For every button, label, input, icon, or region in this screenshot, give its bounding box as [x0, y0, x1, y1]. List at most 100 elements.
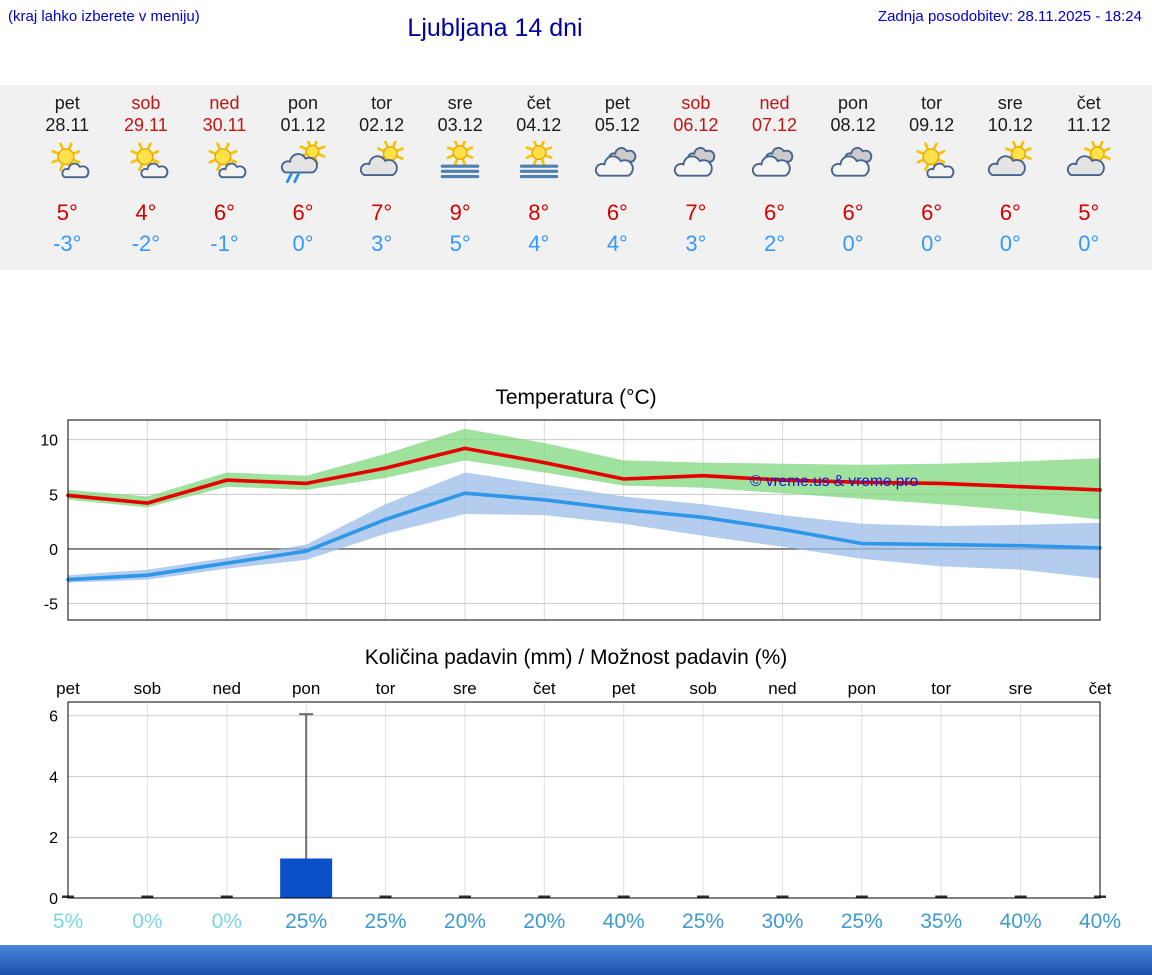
precip-probability: 25% — [682, 910, 724, 933]
precip-day-label: pon — [292, 679, 320, 698]
day-low-temp: 0° — [999, 231, 1021, 256]
last-update-text: Zadnja posodobitev: 28.11.2025 - 18:24 — [877, 8, 1142, 25]
precip-day-label: sre — [453, 679, 477, 698]
forecast-day-column: sob 29.11 4° -2° — [107, 85, 186, 270]
day-low-temp: 0° — [842, 231, 864, 256]
temp-y-tick: 5 — [49, 487, 58, 504]
day-date: 30.11 — [202, 115, 247, 135]
weather-icon-sun-small-cloud — [185, 141, 264, 193]
day-name: pon — [838, 93, 869, 113]
day-date: 05.12 — [594, 115, 640, 135]
precip-probability: 25% — [841, 910, 883, 933]
precip-day-label: tor — [376, 679, 396, 698]
day-high-temp: 8° — [528, 200, 550, 225]
precip-day-label: pet — [612, 679, 636, 698]
day-low-temp: 4° — [528, 231, 550, 256]
forecast-day-column: ned 30.11 6° -1° — [185, 85, 264, 270]
forecast-day-column: tor 02.12 7° 3° — [342, 85, 421, 270]
day-name: ned — [209, 93, 240, 113]
weather-icon-sun-cloud — [971, 140, 1050, 193]
day-name: čet — [1076, 93, 1101, 113]
day-high-temp: 4° — [135, 200, 157, 225]
weather-icon-cloudy — [735, 141, 814, 193]
day-high-temp: 6° — [292, 200, 314, 225]
day-high-temp: 6° — [763, 200, 786, 225]
temp-y-tick: -5 — [44, 597, 58, 614]
day-high-temp: 9° — [449, 200, 471, 225]
day-name: pon — [288, 93, 319, 113]
day-name: tor — [371, 93, 393, 113]
day-date: 04.12 — [516, 115, 562, 135]
precip-day-label: čet — [533, 679, 556, 698]
precipitation-chart-title: Količina padavin (mm) / Možnost padavin … — [364, 646, 788, 669]
day-date: 29.11 — [124, 115, 168, 135]
day-high-temp: 6° — [606, 200, 628, 225]
precip-probability: 40% — [1079, 910, 1121, 933]
temperature-chart: -5 0 5 10 © vreme.us & vreme.pro — [40, 419, 1102, 621]
day-high-temp: 5° — [1078, 200, 1100, 225]
temperature-chart-title: Temperatura (°C) — [495, 386, 657, 409]
forecast-strip-columns: pet 28.11 5° -3° sob 29.11 4° -2° ned 30… — [0, 85, 1152, 270]
day-low-temp: 0° — [1078, 231, 1100, 256]
forecast-day-column: sre 03.12 9° 5° — [421, 85, 500, 270]
day-low-temp: 5° — [449, 231, 471, 256]
weather-icon-cloudy — [814, 141, 893, 193]
day-date: 28.11 — [45, 115, 90, 135]
precip-probability: 25% — [285, 910, 327, 933]
line-max-temperature — [66, 446, 1102, 505]
precip-day-label: pon — [848, 679, 876, 698]
day-high-temp: 6° — [921, 200, 943, 225]
forecast-day-column: tor 09.12 6° 0° — [892, 85, 971, 270]
chart-watermark-link[interactable]: © vreme.us & vreme.pro — [750, 473, 918, 490]
day-low-temp: 0° — [921, 231, 943, 256]
weather-icon-sun-small-cloud — [28, 141, 107, 193]
day-date: 07.12 — [751, 115, 798, 135]
precip-day-label: čet — [1089, 679, 1112, 698]
forecast-day-column: ned 07.12 6° 2° — [735, 85, 814, 270]
day-name: sre — [997, 93, 1023, 113]
band-min-range — [68, 472, 1100, 583]
day-low-temp: 4° — [606, 231, 628, 256]
day-date: 08.12 — [830, 115, 876, 135]
day-name: ned — [759, 93, 790, 113]
day-name: pet — [604, 93, 630, 113]
precip-y-tick: 4 — [49, 769, 58, 786]
band-max-range — [68, 428, 1100, 520]
day-low-temp: -1° — [210, 231, 239, 256]
day-low-temp: -3° — [53, 231, 82, 256]
precip-day-label: pet — [56, 679, 80, 698]
page-title: Ljubljana 14 dni — [407, 14, 583, 42]
forecast-day-column: sob 06.12 7° 3° — [657, 85, 736, 270]
precip-bar — [280, 858, 333, 898]
day-date: 09.12 — [909, 115, 955, 135]
day-name: tor — [921, 93, 943, 113]
weather-icon-sun-small-cloud — [107, 141, 186, 193]
precip-day-label: tor — [931, 679, 951, 698]
weather-icon-cloudy — [578, 141, 657, 193]
precip-probability: 5% — [53, 910, 83, 933]
day-low-temp: 3° — [371, 231, 393, 256]
day-date: 11.12 — [1066, 115, 1111, 135]
forecast-day-column: čet 11.12 5° 0° — [1050, 85, 1129, 270]
temp-y-tick: 0 — [49, 542, 58, 559]
day-low-temp: -2° — [131, 231, 161, 256]
day-high-temp: 7° — [371, 200, 393, 225]
precip-day-label: sre — [1009, 679, 1033, 698]
line-min-temperature — [66, 491, 1102, 582]
precipitation-chart: pet sob ned pon tor sre čet pet sob ned pon tor sre č… — [49, 679, 1121, 933]
precip-probability: 35% — [920, 910, 962, 933]
precip-probability: 40% — [603, 910, 645, 933]
forecast-day-column: sre 10.12 6° 0° — [971, 85, 1050, 270]
precip-y-tick: 0 — [49, 891, 58, 908]
precip-probability: 25% — [365, 910, 407, 933]
precip-probability: 0% — [132, 910, 162, 933]
forecast-day-column: pon 08.12 6° 0° — [814, 85, 893, 270]
weather-icon-sun-cloud — [1050, 140, 1129, 193]
precip-day-label: ned — [213, 679, 241, 698]
day-date: 01.12 — [280, 115, 326, 135]
day-low-temp: 2° — [763, 231, 786, 256]
day-date: 06.12 — [673, 115, 719, 135]
weather-icon-fog-sun — [421, 139, 500, 193]
weather-icon-cloudy — [657, 141, 736, 193]
